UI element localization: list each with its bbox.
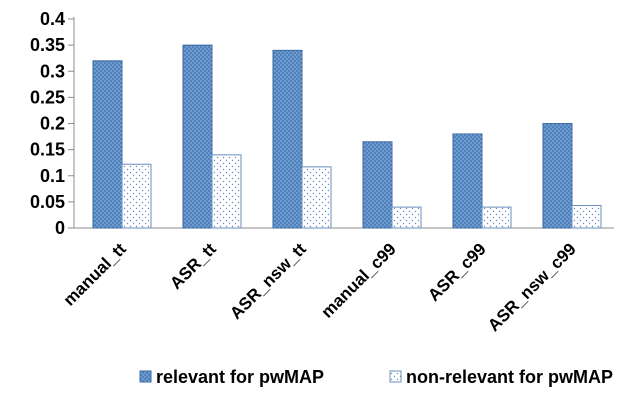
bar-non-relevant [121,163,152,229]
y-tick-label: 0.05 [30,192,65,212]
x-category-label: manual_tt [60,239,130,309]
axes [73,17,614,229]
y-tick-label: 0.2 [40,114,65,134]
y-tick-label: 0.1 [40,166,65,186]
y-tick-label: 0.3 [40,61,65,81]
x-category-label: ASR_nsw_c99 [484,239,580,335]
x-category-label: ASR_tt [166,239,220,293]
bars [92,44,602,229]
y-tick-label: 0.25 [30,87,65,107]
bar-relevant [542,123,573,229]
y-axis-ticks: 0 0.05 0.1 0.15 0.2 0.25 0.3 0.35 0.4 [30,9,74,238]
bar-non-relevant [391,206,422,229]
x-category-label: ASR_nsw_tt [226,239,310,323]
legend-swatch-non-relevant [389,370,402,383]
y-tick-label: 0.35 [30,35,65,55]
bar-non-relevant [301,166,332,229]
y-tick-label: 0.4 [40,9,65,29]
bar-relevant [362,141,393,229]
legend: relevant for pwMAP non-relevant for pwMAP [139,367,613,387]
bar-non-relevant [211,154,242,229]
bar-relevant [92,60,123,229]
x-category-label: ASR_c99 [424,239,490,305]
x-axis-labels: manual_tt ASR_tt ASR_nsw_tt manual_c99 ASR_c… [60,239,580,335]
y-tick-label: 0.15 [30,140,65,160]
legend-label: relevant for pwMAP [156,367,324,387]
bar-relevant [452,133,483,229]
y-tick-label: 0 [55,218,65,238]
bar-non-relevant [481,206,512,229]
legend-label: non-relevant for pwMAP [406,367,613,387]
bar-relevant [182,44,213,229]
legend-swatch-relevant [139,370,152,383]
bar-relevant [272,49,303,229]
x-category-label: manual_c99 [318,239,400,321]
bar-non-relevant [571,205,602,229]
